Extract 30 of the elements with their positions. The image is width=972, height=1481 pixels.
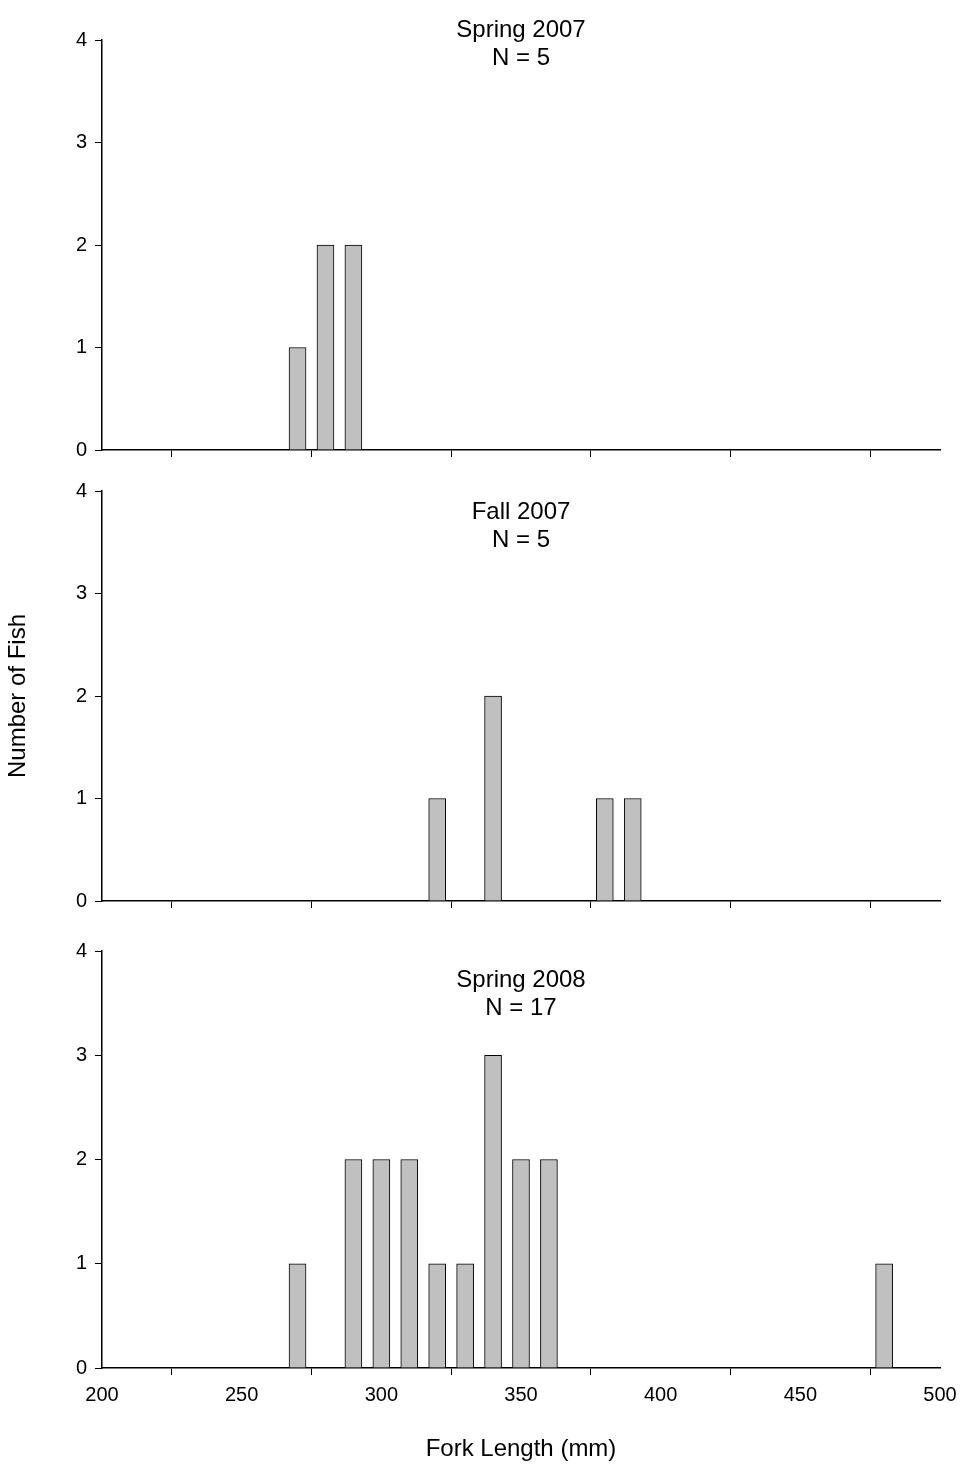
y-tick-label: 1 <box>75 1251 87 1274</box>
x-tick-label: 250 <box>224 1382 259 1405</box>
chart-subtitle: N = 5 <box>491 42 551 70</box>
y-tick-label: 4 <box>75 938 87 961</box>
x-tick-label: 400 <box>643 1382 678 1405</box>
x-tick-label: 200 <box>85 1382 119 1405</box>
x-tick-label: 350 <box>504 1382 538 1405</box>
text: Spring 2008 <box>456 964 586 992</box>
y-tick-label: 2 <box>75 232 87 255</box>
text: N = 17 <box>485 992 557 1020</box>
y-tick-label: 0 <box>75 888 87 911</box>
y-tick-label: 4 <box>75 478 87 501</box>
y-tick-label: 3 <box>75 1042 87 1065</box>
y-tick-label: 2 <box>75 683 87 706</box>
y-tick-label: 0 <box>75 437 87 460</box>
y-tick-label: 3 <box>75 581 87 604</box>
x-tick-label: 500 <box>923 1382 957 1405</box>
y-tick-label: 0 <box>75 1355 87 1378</box>
x-axis-title: Fork Length (mm) <box>425 1434 617 1462</box>
y-axis-title: Number of Fish <box>3 613 31 779</box>
y-tick-label: 2 <box>75 1147 87 1170</box>
chart-title: Spring 2007 <box>456 14 586 42</box>
y-tick-label: 4 <box>75 27 87 50</box>
y-tick-label: 1 <box>75 335 87 358</box>
x-tick-label: 450 <box>783 1382 818 1405</box>
chart-title: Fall 2007 <box>471 496 571 524</box>
y-tick-label: 1 <box>75 786 87 809</box>
y-tick-label: 3 <box>75 130 87 153</box>
x-tick-label: 300 <box>364 1382 399 1405</box>
text: N = 5 <box>491 524 551 552</box>
